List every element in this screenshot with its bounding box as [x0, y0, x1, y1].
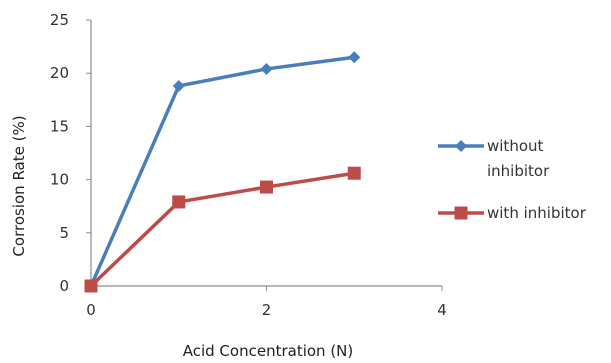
y-tick-label: 0: [59, 277, 69, 295]
plot-area: [90, 20, 442, 287]
series-with-inhibitor: [84, 166, 361, 293]
legend: without inhibitor with inhibitor: [438, 137, 587, 222]
data-point: [260, 62, 273, 75]
series-line: [89, 55, 355, 287]
y-tick-label: 15: [50, 117, 69, 135]
y-tick-label: 20: [50, 64, 69, 82]
data-point: [348, 51, 361, 64]
data-point: [84, 279, 98, 293]
legend-label: with inhibitor: [487, 204, 587, 222]
x-axis-ticks: 0 2 4: [86, 286, 447, 319]
x-tick-label: 0: [86, 301, 96, 319]
data-point: [260, 180, 273, 194]
series-line: [89, 171, 355, 288]
y-tick-label: 10: [50, 171, 69, 189]
y-tick-label: 25: [50, 11, 69, 29]
legend-entry: with inhibitor: [438, 204, 587, 222]
legend-entry: without inhibitor: [438, 137, 550, 180]
x-tick-label: 4: [437, 301, 447, 319]
legend-label-line: inhibitor: [487, 162, 550, 180]
legend-label-line: with inhibitor: [487, 204, 587, 222]
legend-marker: [454, 206, 468, 220]
x-tick-label: 2: [262, 301, 272, 319]
series-without-inhibitor: [85, 51, 361, 292]
data-point: [172, 195, 186, 209]
data-point: [347, 166, 361, 180]
legend-label-line: without: [487, 137, 544, 155]
y-axis-title: Corrosion Rate (%): [10, 115, 28, 256]
x-axis-title: Acid Concentration (N): [183, 342, 354, 360]
data-point: [172, 79, 185, 92]
legend-label: without inhibitor: [487, 137, 550, 180]
legend-marker: [455, 140, 467, 152]
series-layer: [84, 51, 361, 293]
y-axis-ticks: 0 5 10 15 20 25: [50, 11, 91, 295]
y-tick-label: 5: [59, 224, 69, 242]
